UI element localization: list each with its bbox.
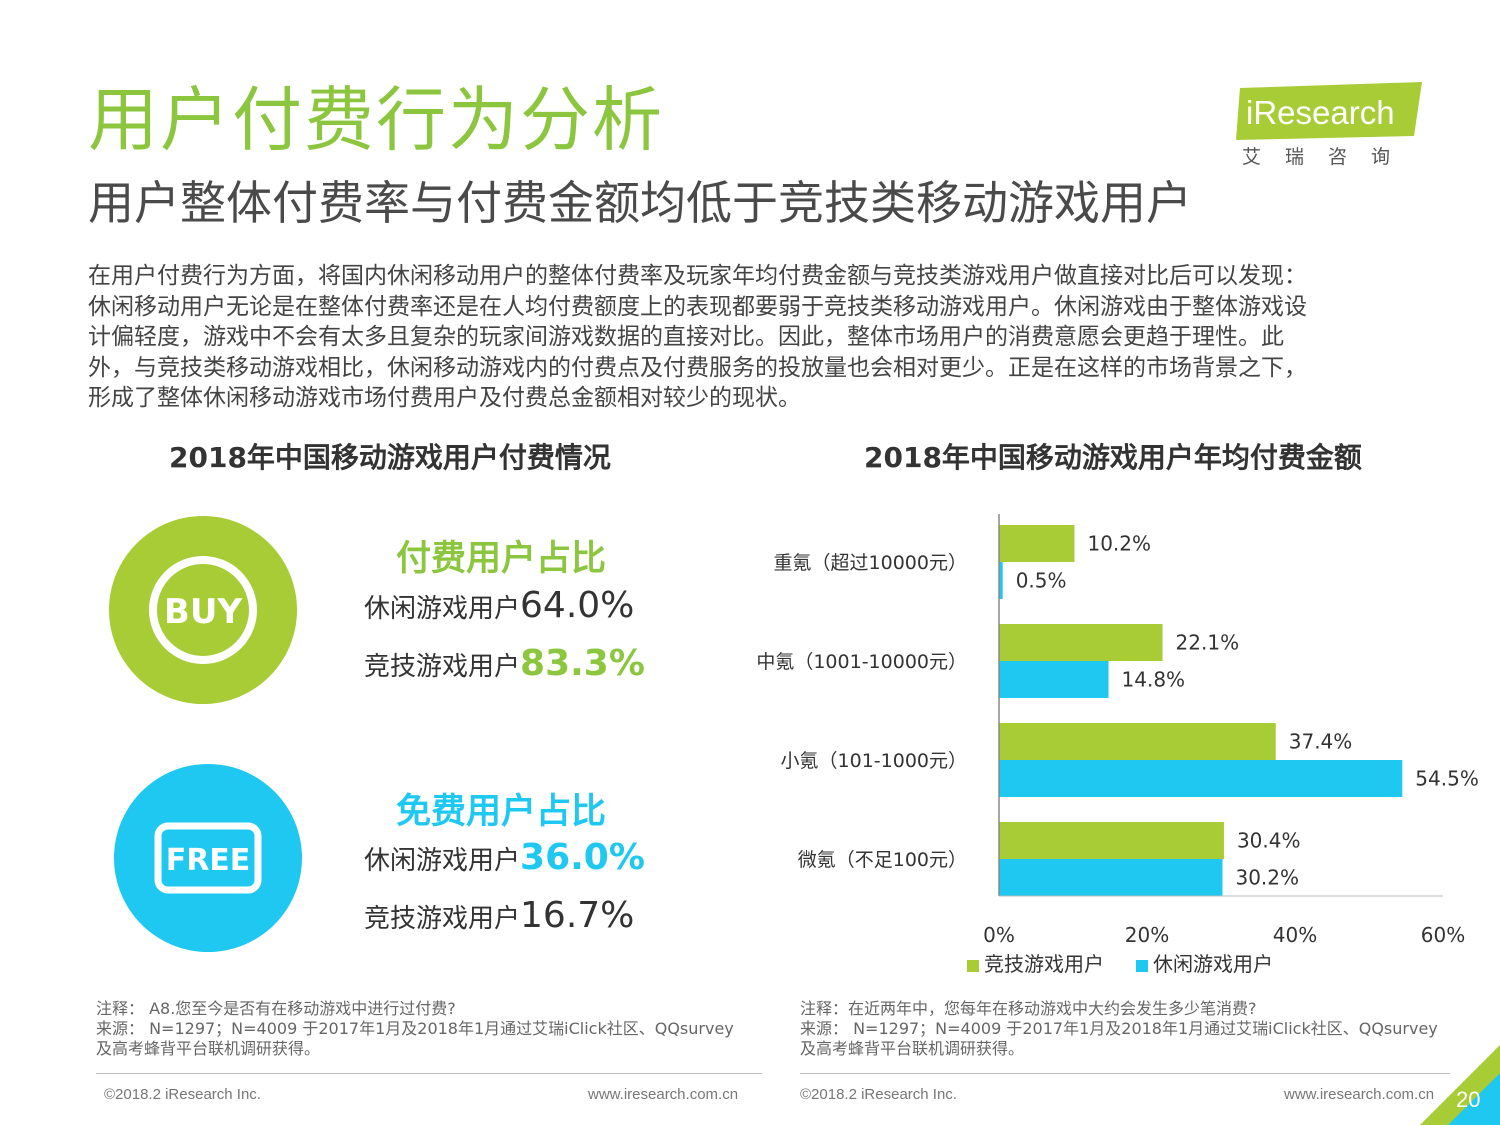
stat-value: 16.7% — [520, 895, 635, 936]
intro-line: 计偏轻度，游戏中不会有太多且复杂的玩家间游戏数据的直接对比。因此，整体市场用户的… — [88, 324, 1284, 350]
annual-spend-bar-chart: 10.2% 0.5% 重氪（超过10000元） 22.1% 14.8% 中氪（1001-1… — [756, 514, 1479, 947]
x-tick-label: 40% — [1273, 923, 1317, 947]
free-users-heading: 免费用户占比 — [396, 792, 607, 832]
page-title: 用户付费行为分析 — [88, 79, 664, 161]
footer-copyright-right: ©2018.2 iResearch Inc. — [800, 1086, 957, 1103]
note-line: 及高考蜂背平台联机调研获得。 — [96, 1039, 321, 1058]
bar — [999, 624, 1163, 661]
bar-value-label: 0.5% — [1016, 569, 1067, 593]
logo-text: iResearch — [1246, 94, 1395, 131]
free-circle: FREE — [114, 764, 302, 952]
intro-line: 外，与竞技类移动游戏相比，休闲移动游戏内的付费点及付费服务的投放量也会相对更少。… — [88, 354, 1307, 381]
left-section-title: 2018年中国移动游戏用户付费情况 — [169, 441, 611, 474]
category-label: 小氪（101-1000元） — [781, 750, 967, 772]
legend-swatch-green — [967, 959, 979, 972]
bar — [999, 525, 1075, 562]
bar — [999, 723, 1276, 760]
note-line: 注释： A8.您至今是否有在移动游戏中进行过付费? — [96, 999, 456, 1018]
x-tick-label: 20% — [1125, 923, 1169, 947]
corner-decoration — [1420, 1045, 1500, 1125]
bar — [999, 760, 1403, 797]
note-line: 及高考蜂背平台联机调研获得。 — [800, 1039, 1025, 1058]
chart-title: 2018年中国移动游戏用户年均付费金额 — [864, 441, 1362, 474]
intro-paragraph: 在用户付费行为方面，将国内休闲移动用户的整体付费率及玩家年均付费金额与竞技类游戏… — [88, 261, 1418, 414]
x-tick-label: 60% — [1421, 923, 1465, 947]
stat-label: 休闲游戏用户 — [364, 594, 521, 624]
footer-url-left[interactable]: www.iresearch.com.cn — [588, 1086, 739, 1103]
bar-value-label: 54.5% — [1415, 767, 1479, 791]
free-casual-row: 休闲游戏用户36.0% — [364, 837, 645, 878]
footer-copyright-left: ©2018.2 iResearch Inc. — [104, 1086, 261, 1103]
note-line: 来源： N=1297；N=4009 于2017年1月及2018年1月通过艾瑞iC… — [800, 1019, 1438, 1038]
right-note: 注释：在近两年中，您每年在移动游戏中大约会发生多少笔消费? 来源： N=1297… — [800, 999, 1438, 1059]
intro-line: 在用户付费行为方面，将国内休闲移动用户的整体付费率及玩家年均付费金额与竞技类游戏… — [88, 263, 1307, 289]
paid-competitive-row: 竞技游戏用户83.3% — [364, 643, 645, 684]
category-label: 中氪（1001-10000元） — [756, 651, 967, 673]
stat-value-highlight: 36.0% — [520, 837, 645, 878]
buy-icon: BUY — [149, 556, 257, 664]
logo-banner-shape — [1236, 82, 1422, 140]
legend-swatch-blue — [1136, 959, 1148, 972]
buy-icon-text: BUY — [164, 592, 243, 632]
bar — [999, 562, 1003, 599]
free-icon-text: FREE — [166, 843, 251, 878]
bar-value-label: 22.1% — [1176, 631, 1240, 655]
free-competitive-row: 竞技游戏用户16.7% — [364, 895, 634, 936]
stat-label: 休闲游戏用户 — [364, 846, 521, 876]
stat-label: 竞技游戏用户 — [364, 904, 521, 934]
footer-divider-right — [800, 1073, 1450, 1074]
bar-value-label: 37.4% — [1289, 730, 1353, 754]
intro-line: 休闲移动用户无论是在整体付费率还是在人均付费额度上的表现都要弱于竞技类移动游戏用… — [88, 293, 1307, 320]
bar — [999, 661, 1109, 698]
footer-url-right[interactable]: www.iresearch.com.cn — [1284, 1086, 1435, 1103]
iresearch-logo: iResearch 艾瑞咨询 — [1236, 82, 1426, 172]
legend-item-competitive: 竞技游戏用户 — [967, 948, 1104, 977]
page-subtitle: 用户整体付费率与付费金额均低于竞技类移动游戏用户 — [88, 176, 1192, 230]
bar — [999, 822, 1224, 859]
bar-value-label: 10.2% — [1087, 532, 1151, 556]
note-line: 注释：在近两年中，您每年在移动游戏中大约会发生多少笔消费? — [800, 999, 1257, 1018]
stat-value: 64.0% — [520, 585, 635, 626]
note-line: 来源： N=1297；N=4009 于2017年1月及2018年1月通过艾瑞iC… — [96, 1019, 734, 1038]
bar — [999, 859, 1223, 896]
stat-label: 竞技游戏用户 — [364, 652, 521, 682]
bar-value-label: 30.2% — [1235, 866, 1299, 890]
buy-circle: BUY — [109, 516, 297, 704]
category-label: 重氪（超过10000元） — [774, 552, 967, 574]
paid-users-heading: 付费用户占比 — [396, 539, 607, 579]
bar-value-label: 14.8% — [1122, 668, 1186, 692]
legend-label: 竞技游戏用户 — [984, 952, 1104, 976]
paid-casual-row: 休闲游戏用户64.0% — [364, 585, 634, 626]
legend-label: 休闲游戏用户 — [1153, 952, 1273, 976]
legend-item-casual: 休闲游戏用户 — [1136, 948, 1273, 977]
logo-subtext: 艾瑞咨询 — [1242, 146, 1415, 168]
x-tick-label: 0% — [983, 923, 1015, 947]
stat-value-highlight: 83.3% — [520, 643, 645, 684]
page-number: 20 — [1456, 1087, 1481, 1112]
free-icon: FREE — [154, 822, 262, 894]
footer-divider-left — [96, 1073, 762, 1074]
left-note: 注释： A8.您至今是否有在移动游戏中进行过付费? 来源： N=1297；N=4… — [96, 999, 734, 1059]
bar-value-label: 30.4% — [1237, 829, 1301, 853]
category-label: 微氪（不足100元） — [798, 849, 967, 871]
intro-line: 形成了整体休闲移动游戏市场付费用户及付费总金额相对较少的现状。 — [88, 385, 801, 411]
